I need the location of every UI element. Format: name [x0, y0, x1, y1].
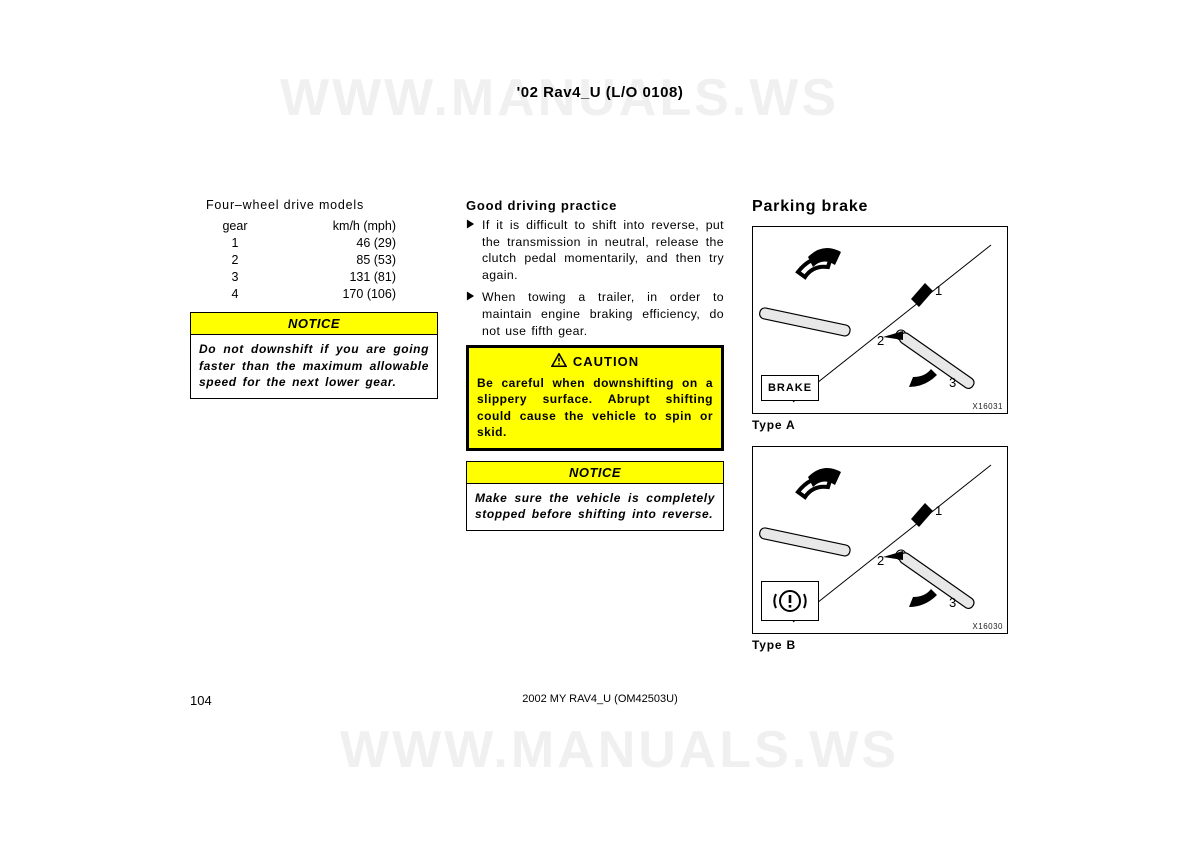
- caution-body: Be careful when downshifting on a slippe…: [469, 373, 721, 448]
- speed-cell: 170 (106): [280, 286, 400, 303]
- figure-code: X16031: [972, 402, 1003, 411]
- columns-container: Four–wheel drive models gear km/h (mph) …: [190, 198, 1010, 666]
- bullet-text: When towing a trailer, in order to maint…: [482, 289, 724, 339]
- triangle-bullet-icon: [466, 289, 478, 339]
- warning-triangle-icon: [551, 353, 567, 370]
- svg-text:2: 2: [877, 333, 884, 348]
- gear-header: gear: [190, 218, 280, 235]
- svg-text:2: 2: [877, 553, 884, 568]
- parking-brake-title: Parking brake: [752, 198, 1010, 216]
- column-2: Good driving practice If it is difficult…: [466, 198, 724, 666]
- caution-label: CAUTION: [573, 354, 639, 369]
- footer-text: 2002 MY RAV4_U (OM42503U): [0, 693, 1200, 705]
- gear-cell: 2: [190, 252, 280, 269]
- notice-box-downshift: NOTICE Do not downshift if you are going…: [190, 312, 438, 399]
- svg-text:3: 3: [949, 595, 956, 610]
- figure-type-b: 1 2 3 X16030: [752, 446, 1008, 634]
- gear-cell: 1: [190, 235, 280, 252]
- triangle-bullet-icon: [466, 217, 478, 283]
- bullet-text: If it is difficult to shift into reverse…: [482, 217, 724, 283]
- watermark-bottom: WWW.MANUALS.WS: [340, 720, 899, 780]
- notice-head: NOTICE: [191, 313, 437, 335]
- caution-head: CAUTION: [469, 348, 721, 373]
- figure-caption-b: Type B: [752, 638, 1010, 652]
- notice-body: Do not downshift if you are going faster…: [191, 335, 437, 398]
- column-3: Parking brake 1 2 3: [752, 198, 1010, 666]
- bullet-item: If it is difficult to shift into reverse…: [466, 217, 724, 283]
- drive-model-subhead: Four–wheel drive models: [190, 198, 438, 212]
- notice-box-reverse: NOTICE Make sure the vehicle is complete…: [466, 461, 724, 531]
- notice-head: NOTICE: [467, 462, 723, 484]
- gear-cell: 3: [190, 269, 280, 286]
- svg-text:1: 1: [935, 503, 942, 518]
- svg-text:3: 3: [949, 375, 956, 390]
- good-driving-head: Good driving practice: [466, 198, 724, 213]
- column-1: Four–wheel drive models gear km/h (mph) …: [190, 198, 438, 666]
- notice-body: Make sure the vehicle is completely stop…: [467, 484, 723, 530]
- figure-code: X16030: [972, 622, 1003, 631]
- brake-indicator-label: BRAKE: [761, 375, 819, 401]
- figure-caption-a: Type A: [752, 418, 1010, 432]
- bullet-item: When towing a trailer, in order to maint…: [466, 289, 724, 339]
- speed-cell: 131 (81): [280, 269, 400, 286]
- svg-text:1: 1: [935, 283, 942, 298]
- speed-header: km/h (mph): [280, 218, 400, 235]
- gear-cell: 4: [190, 286, 280, 303]
- speed-cell: 46 (29): [280, 235, 400, 252]
- brake-warning-icon: [761, 581, 819, 621]
- document-header: '02 Rav4_U (L/O 0108): [0, 84, 1200, 101]
- figure-type-a: 1 2 3 BRAKE X16031: [752, 226, 1008, 414]
- gear-speed-table: gear km/h (mph) 1 46 (29) 2 85 (53) 3 13…: [190, 218, 438, 302]
- caution-box: CAUTION Be careful when downshifting on …: [466, 345, 724, 451]
- speed-cell: 85 (53): [280, 252, 400, 269]
